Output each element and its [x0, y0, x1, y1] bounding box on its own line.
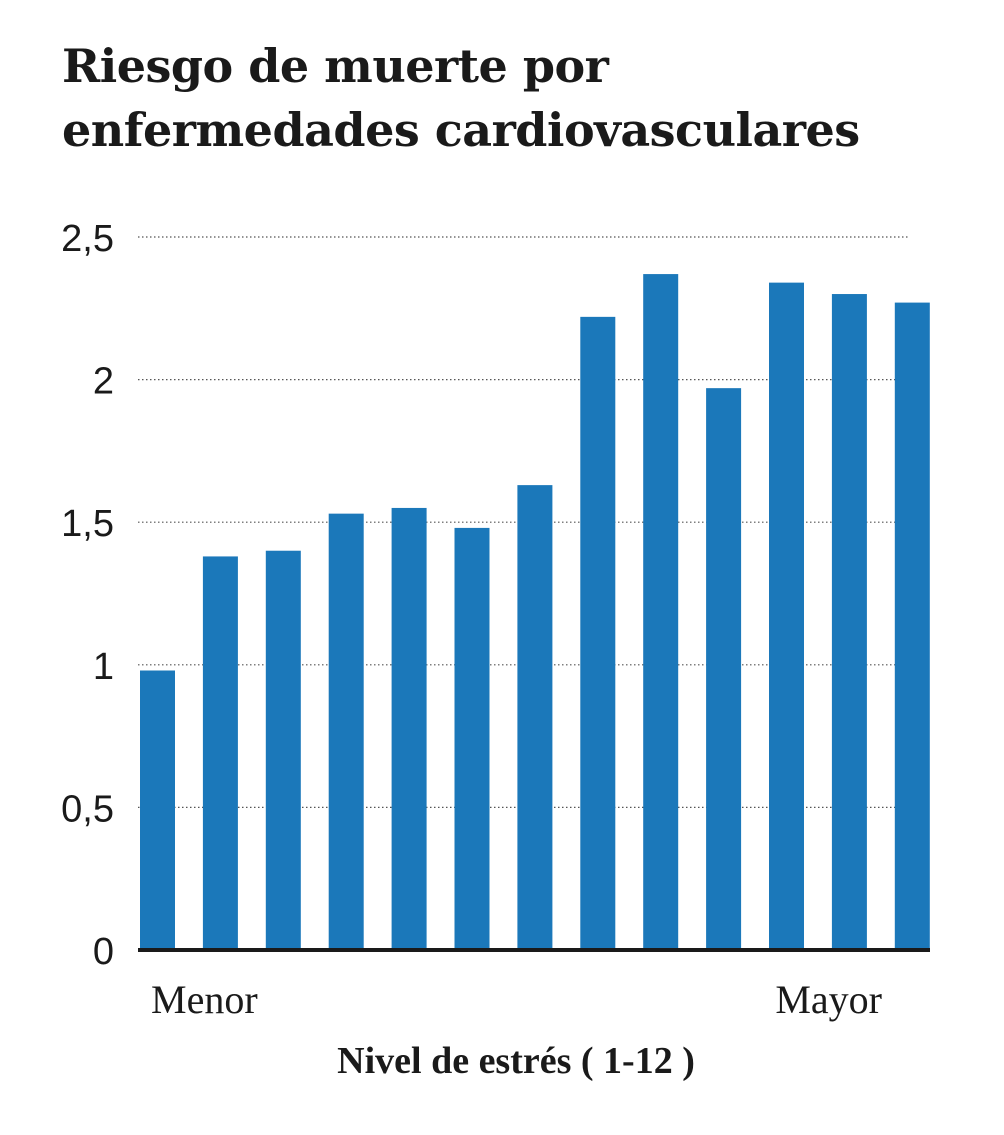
- bars: [140, 274, 930, 951]
- bar-1: [140, 670, 175, 950]
- y-tick-label: 0: [93, 931, 114, 973]
- y-tick-label: 0,5: [61, 788, 114, 830]
- bar-6: [454, 527, 490, 950]
- chart-title: Riesgo de muerte por enfermedades cardio…: [62, 34, 962, 162]
- chart-title-line-1: Riesgo de muerte por: [62, 39, 609, 93]
- bar-5: [391, 507, 427, 950]
- x-end-label-right: Mayor: [775, 977, 882, 1022]
- bar-11: [769, 282, 804, 951]
- bar-2: [202, 556, 238, 950]
- bar-10: [706, 388, 742, 950]
- bar-8: [580, 316, 616, 951]
- x-end-label-left: Menor: [151, 977, 258, 1022]
- bar-13: [894, 302, 930, 950]
- y-tick-label: 2: [93, 361, 114, 403]
- bar-3: [265, 550, 301, 950]
- y-tick-label: 2,5: [61, 218, 114, 260]
- chart-title-line-2: enfermedades cardiovasculares: [62, 103, 860, 157]
- y-axis-ticks: 0 0,5 1 1,5 2 2,5: [61, 218, 114, 973]
- bar-4: [328, 513, 364, 950]
- bar-12: [831, 294, 867, 950]
- y-tick-label: 1: [93, 646, 114, 688]
- y-tick-label: 1,5: [61, 503, 114, 545]
- x-axis-label: Nivel de estrés ( 1-12 ): [337, 1040, 695, 1082]
- bar-9: [643, 274, 679, 950]
- bar-7: [517, 485, 553, 950]
